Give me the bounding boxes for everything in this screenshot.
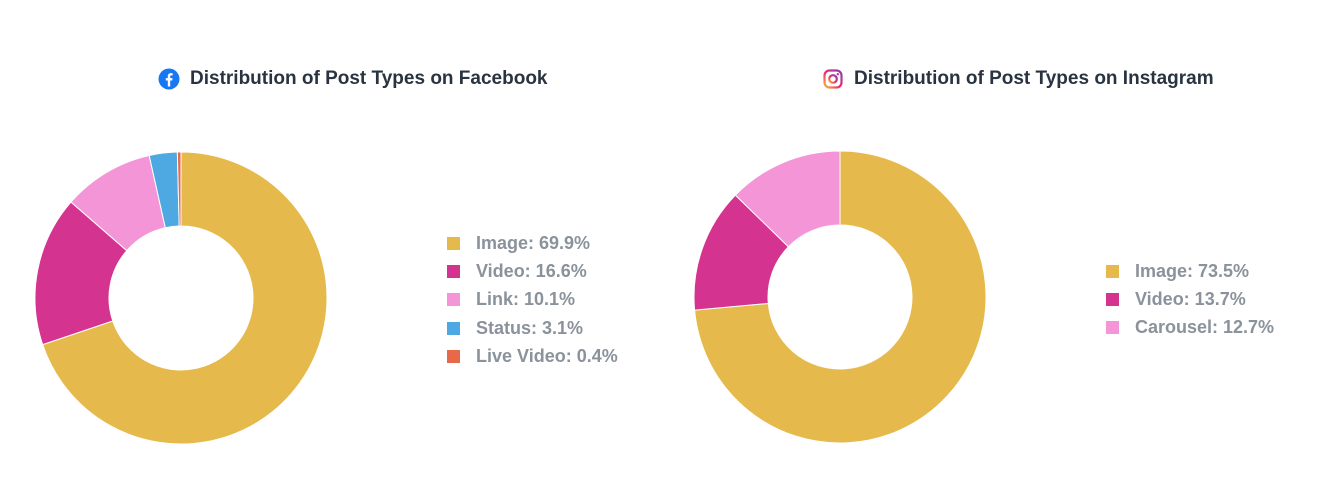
instagram-icon: [822, 68, 844, 90]
slice-video: [34, 201, 128, 346]
legend-label: Live Video: 0.4%: [476, 345, 618, 366]
slice-live-video: [176, 151, 182, 227]
legend-item-carousel: Carousel: 12.7%: [1106, 314, 1274, 342]
legend-label: Video: 16.6%: [476, 260, 587, 281]
slice-image: [694, 150, 987, 444]
facebook-legend: Image: 69.9% Video: 16.6% Link: 10.1% Statu…: [447, 229, 618, 370]
legend-swatch: [447, 264, 460, 278]
legend-label: Link: 10.1%: [476, 289, 576, 310]
legend-swatch: [447, 321, 460, 335]
facebook-icon: [158, 68, 180, 90]
facebook-chart-title-text: Distribution of Post Types on Facebook: [190, 68, 548, 89]
legend-swatch: [447, 236, 460, 250]
legend-label: Image: 73.5%: [1135, 260, 1250, 281]
legend-swatch: [1106, 264, 1119, 278]
legend-label: Carousel: 12.7%: [1135, 317, 1275, 338]
slice-carousel: [734, 150, 841, 248]
instagram-legend: Image: 73.5% Video: 13.7% Carousel: 12.7%: [1106, 257, 1274, 342]
instagram-chart-title: Distribution of Post Types on Instagram: [822, 68, 1214, 90]
legend-swatch: [1106, 292, 1119, 306]
slice-image: [42, 151, 328, 445]
legend-swatch: [1106, 321, 1119, 335]
legend-label: Image: 69.9%: [476, 232, 591, 253]
legend-item-video: Video: 13.7%: [1106, 285, 1274, 313]
legend-item-link: Link: 10.1%: [447, 286, 618, 314]
legend-item-image: Image: 73.5%: [1106, 257, 1274, 285]
legend-label: Status: 3.1%: [476, 317, 584, 338]
facebook-donut-chart: [34, 151, 328, 445]
legend-label: Video: 13.7%: [1135, 288, 1246, 309]
instagram-chart-title-text: Distribution of Post Types on Instagram: [854, 68, 1214, 89]
instagram-chart-panel: Distribution of Post Types on Instagram …: [662, 0, 1324, 478]
legend-swatch: [447, 349, 460, 363]
legend-item-status: Status: 3.1%: [447, 314, 618, 342]
legend-item-video: Video: 16.6%: [447, 257, 618, 285]
legend-swatch: [447, 293, 460, 307]
facebook-chart-panel: Distribution of Post Types on Facebook I…: [34, 68, 618, 445]
legend-item-image: Image: 69.9%: [447, 229, 618, 257]
legend-item-live-video: Live Video: 0.4%: [447, 342, 618, 370]
instagram-donut-chart: [693, 150, 987, 444]
facebook-chart-title: Distribution of Post Types on Facebook: [158, 68, 548, 90]
